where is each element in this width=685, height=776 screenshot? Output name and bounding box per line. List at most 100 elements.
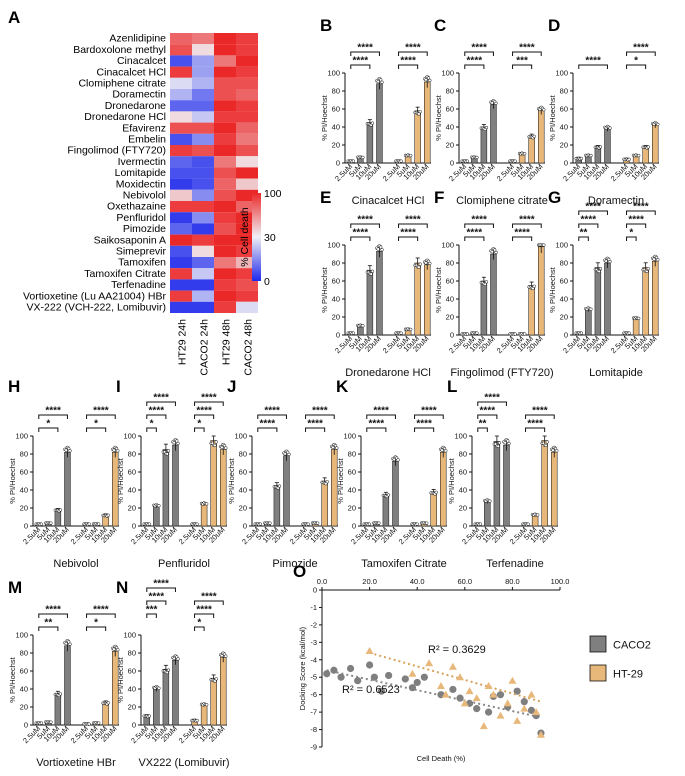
y-tick-label: 40 [446, 123, 454, 132]
x-tick-label: 60.0 [457, 577, 472, 586]
heatmap-cell [236, 245, 258, 257]
y-tick-label: 100 [555, 69, 568, 78]
panel-label-B: B [320, 16, 332, 35]
data-point [49, 720, 53, 724]
significance-stars: **** [633, 43, 649, 54]
panel-title: Cinacalcet HCl [352, 195, 425, 207]
data-point [361, 155, 365, 160]
data-point [214, 677, 218, 681]
heatmap-cell [236, 77, 258, 89]
data-point [369, 272, 373, 276]
data-point [627, 331, 631, 335]
data-point [351, 159, 356, 163]
bar [424, 81, 431, 164]
significance-stars: **** [45, 605, 61, 616]
scatter-point [484, 681, 493, 689]
y-tick-label: 60 [239, 468, 247, 477]
panel-title: Tamoxifen Citrate [361, 558, 447, 570]
r-squared-ht29: R² = 0.3629 [428, 644, 486, 656]
data-point [392, 457, 396, 462]
colorbar-tick: 100 [264, 188, 282, 200]
scatter-point [330, 666, 338, 674]
data-point [195, 718, 199, 723]
x-tick-label: 40.0 [410, 577, 425, 586]
significance-bracket [464, 51, 494, 56]
significance-stars: **** [532, 406, 548, 417]
significance-bracket [38, 613, 68, 618]
bar [210, 677, 217, 726]
bar [153, 688, 160, 726]
y-tick-label: 100 [441, 241, 454, 250]
bar [172, 444, 179, 527]
data-point [465, 332, 470, 336]
data-point [213, 443, 217, 448]
y-tick-label: -1 [310, 603, 317, 612]
colorbar [252, 193, 261, 281]
panel-label-J: J [227, 377, 236, 396]
significance-stars: **** [480, 406, 496, 417]
significance-bracket [626, 236, 637, 241]
panel-title: VX222 (Lomibuvir) [138, 757, 229, 769]
heatmap-column-label: HT29 24h [176, 319, 188, 365]
data-point [532, 284, 536, 288]
bar [424, 264, 431, 336]
significance-bracket [578, 64, 608, 69]
data-point [646, 266, 650, 271]
heatmap-cell [236, 167, 258, 179]
data-point [399, 159, 403, 163]
scatter-point [520, 704, 529, 712]
y-tick-label: 80 [348, 450, 356, 459]
heatmap-cell [170, 133, 192, 145]
data-point [370, 121, 375, 125]
data-point [116, 648, 120, 652]
heatmap-cell [214, 156, 236, 168]
scatter-point [460, 699, 469, 707]
data-point [165, 452, 169, 456]
data-point [544, 443, 548, 448]
data-point [475, 155, 479, 160]
scatter-point [489, 690, 498, 698]
scatter-point [354, 677, 362, 685]
scatter-point [513, 687, 521, 695]
heatmap-cell [170, 223, 192, 235]
y-tick-label: 80 [20, 649, 28, 658]
data-point [490, 250, 494, 254]
y-tick-label: 20 [332, 141, 340, 150]
y-axis-title: % PI/Hoechst [336, 457, 345, 503]
y-tick-label: 80 [446, 259, 454, 268]
data-point [147, 714, 152, 718]
significance-bracket [146, 414, 167, 419]
heatmap-row-label: Doramectin [112, 89, 166, 101]
y-tick-label: -9 [310, 743, 317, 752]
bar [162, 449, 170, 527]
data-point [608, 126, 612, 130]
y-tick-label: 40 [20, 486, 28, 495]
heatmap-cell [170, 234, 192, 246]
panel-label-C: C [434, 16, 446, 35]
significance-stars: **** [149, 406, 165, 417]
colorbar-title: % Cell death [239, 207, 251, 267]
y-axis-title: % PI/Hoechst [320, 94, 329, 140]
heatmap-row-label: Vortioxetine (Lu AA21004) HBr [23, 290, 167, 302]
significance-stars: * [46, 419, 50, 430]
heatmap-row-label: Bardoxolone methyl [73, 44, 166, 56]
scatter-point [456, 694, 464, 702]
y-tick-label: 60 [560, 105, 568, 114]
heatmap-cell [170, 301, 192, 313]
y-tick-label: 0 [132, 721, 136, 730]
data-point [494, 101, 498, 105]
panel-label-F: F [434, 188, 444, 207]
y-tick-label: -2 [310, 620, 317, 629]
significance-bracket [38, 626, 59, 631]
data-point [116, 449, 120, 453]
heatmap-cell [192, 133, 214, 145]
data-point [497, 441, 502, 445]
y-tick-label: 80 [332, 259, 340, 268]
panel-label-L: L [447, 377, 457, 396]
significance-bracket [146, 587, 176, 592]
heatmap-cell [236, 257, 258, 269]
data-point [335, 446, 339, 450]
data-point [409, 153, 413, 158]
y-tick-label: 40 [128, 685, 136, 694]
significance-stars: **** [357, 215, 373, 226]
